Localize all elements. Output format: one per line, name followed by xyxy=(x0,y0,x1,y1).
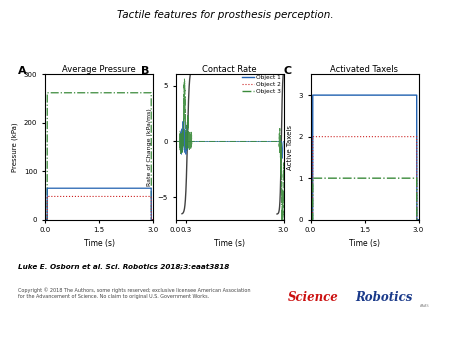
Text: Robotics: Robotics xyxy=(356,291,413,304)
Text: Tactile features for prosthesis perception.: Tactile features for prosthesis percepti… xyxy=(117,10,333,20)
Text: Science: Science xyxy=(288,291,339,304)
Title: Activated Taxels: Activated Taxels xyxy=(330,65,399,74)
Title: Average Pressure: Average Pressure xyxy=(62,65,136,74)
Y-axis label: Pressure (kPa): Pressure (kPa) xyxy=(12,122,18,172)
X-axis label: Time (s): Time (s) xyxy=(84,239,114,248)
Y-axis label: Active Taxels: Active Taxels xyxy=(287,124,293,170)
X-axis label: Time (s): Time (s) xyxy=(214,239,245,248)
Text: A: A xyxy=(18,66,27,76)
Text: C: C xyxy=(284,66,292,76)
Y-axis label: Rate of Change (kPa/ms): Rate of Change (kPa/ms) xyxy=(147,108,152,186)
Text: Copyright © 2018 The Authors, some rights reserved; exclusive licensee American : Copyright © 2018 The Authors, some right… xyxy=(18,287,251,299)
Title: Contact Rate: Contact Rate xyxy=(202,65,257,74)
Text: AAAS: AAAS xyxy=(420,304,430,308)
X-axis label: Time (s): Time (s) xyxy=(349,239,380,248)
Legend: Object 1, Object 2, Object 3: Object 1, Object 2, Object 3 xyxy=(242,74,282,94)
Text: B: B xyxy=(141,66,149,76)
Text: Luke E. Osborn et al. Sci. Robotics 2018;3:eaat3818: Luke E. Osborn et al. Sci. Robotics 2018… xyxy=(18,264,229,270)
